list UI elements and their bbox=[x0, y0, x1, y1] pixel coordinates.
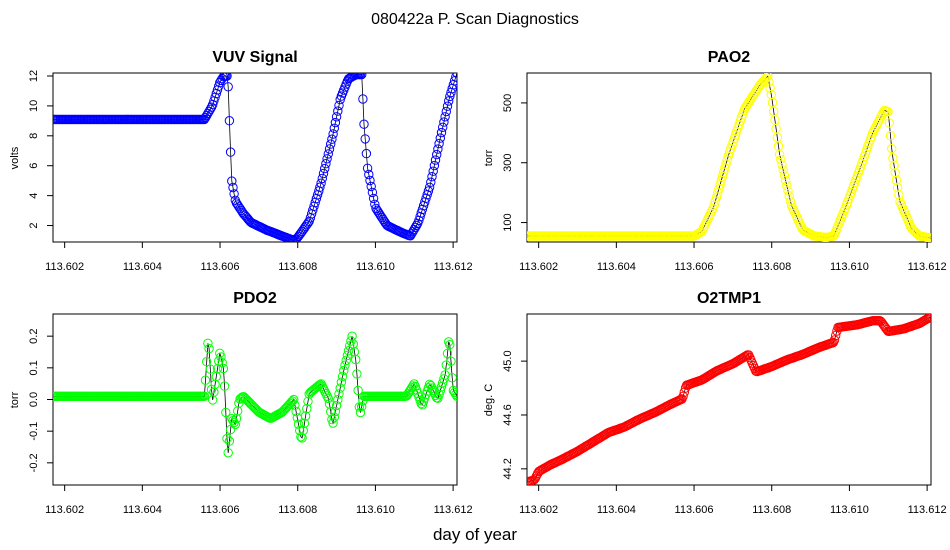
x-tick-label: 113.602 bbox=[45, 504, 84, 516]
x-tick-label: 113.604 bbox=[597, 261, 636, 273]
plot-frame bbox=[527, 73, 931, 242]
y-tick-label: 0.0 bbox=[28, 392, 40, 407]
y-tick-label: -0.2 bbox=[28, 453, 40, 472]
y-axis-label: deg. C bbox=[483, 384, 495, 416]
y-tick-label: 12 bbox=[28, 70, 40, 82]
x-axis: 113.602 113.604 113.606 113.608 113.610 113.6… bbox=[45, 485, 472, 516]
panel-pao2: PAO2 torr 113.602 113.604 113.606 113.608 11… bbox=[483, 49, 947, 273]
x-tick-label: 113.610 bbox=[830, 504, 869, 516]
y-tick-label: 0.2 bbox=[28, 329, 40, 344]
y-axis: 44.2 44.6 45.0 bbox=[502, 350, 527, 479]
figure-canvas: 080422a P. Scan Diagnostics day of year … bbox=[0, 0, 950, 550]
y-axis: 100 300 500 bbox=[502, 94, 527, 232]
y-tick-label: 4 bbox=[28, 193, 40, 199]
y-axis: 2 4 6 8 10 12 bbox=[28, 70, 53, 229]
x-tick-label: 113.606 bbox=[675, 504, 714, 516]
y-tick-label: 6 bbox=[28, 163, 40, 169]
panel-title: PAO2 bbox=[708, 49, 750, 66]
y-tick-label: 44.6 bbox=[502, 404, 514, 425]
series-line bbox=[527, 317, 931, 483]
figure-xlabel: day of year bbox=[433, 525, 517, 544]
data-series-vuv bbox=[49, 69, 461, 245]
x-tick-label: 113.612 bbox=[908, 504, 947, 516]
series-line bbox=[527, 76, 931, 238]
panel-title: VUV Signal bbox=[212, 49, 297, 66]
x-tick-label: 113.602 bbox=[519, 504, 558, 516]
y-tick-label: 0.1 bbox=[28, 360, 40, 375]
x-tick-label: 113.608 bbox=[752, 261, 791, 273]
figure-title: 080422a P. Scan Diagnostics bbox=[371, 11, 579, 28]
panel-title: PDO2 bbox=[233, 290, 277, 307]
panel-vuv-signal: VUV Signal volts 113.602 113.604 113.606 11… bbox=[9, 49, 473, 273]
y-tick-label: 300 bbox=[502, 154, 514, 172]
y-axis: -0.2 -0.1 0.0 0.1 0.2 bbox=[28, 329, 53, 473]
x-axis: 113.602 113.604 113.606 113.608 113.610 113.6… bbox=[45, 242, 472, 273]
x-axis: 113.602 113.604 113.606 113.608 113.610 113.6… bbox=[519, 485, 946, 516]
plot-frame bbox=[53, 73, 457, 242]
y-tick-label: 100 bbox=[502, 213, 514, 231]
y-axis-label: volts bbox=[9, 146, 21, 169]
y-tick-label: 2 bbox=[28, 222, 40, 228]
x-axis: 113.602 113.604 113.606 113.608 113.610 113.6… bbox=[519, 242, 946, 273]
x-tick-label: 113.612 bbox=[434, 504, 473, 516]
panel-o2tmp1: O2TMP1 deg. C 113.602 113.604 113.606 113.6… bbox=[483, 290, 947, 516]
x-tick-label: 113.602 bbox=[519, 261, 558, 273]
x-tick-label: 113.610 bbox=[356, 261, 395, 273]
series-line bbox=[53, 73, 457, 241]
x-tick-label: 113.604 bbox=[597, 504, 636, 516]
x-tick-label: 113.610 bbox=[830, 261, 869, 273]
x-tick-label: 113.608 bbox=[278, 261, 317, 273]
y-tick-label: 44.2 bbox=[502, 458, 514, 479]
data-series-o2tmp1 bbox=[523, 313, 935, 487]
x-tick-label: 113.606 bbox=[201, 504, 240, 516]
x-tick-label: 113.606 bbox=[675, 261, 714, 273]
x-tick-label: 113.610 bbox=[356, 504, 395, 516]
data-series-pao2 bbox=[523, 72, 935, 242]
plot-frame bbox=[527, 314, 931, 485]
y-tick-label: 500 bbox=[502, 94, 514, 112]
x-tick-label: 113.608 bbox=[278, 504, 317, 516]
x-tick-label: 113.612 bbox=[434, 261, 473, 273]
y-tick-label: 10 bbox=[28, 100, 40, 112]
x-tick-label: 113.612 bbox=[908, 261, 947, 273]
y-axis-label: torr bbox=[483, 149, 495, 166]
y-tick-label: 8 bbox=[28, 133, 40, 139]
panel-pdo2: PDO2 torr 113.602 113.604 113.606 113.608 11… bbox=[9, 290, 473, 516]
x-tick-label: 113.606 bbox=[201, 261, 240, 273]
y-axis-label: torr bbox=[9, 391, 21, 408]
y-tick-label: 45.0 bbox=[502, 350, 514, 371]
x-tick-label: 113.602 bbox=[45, 261, 84, 273]
x-tick-label: 113.608 bbox=[752, 504, 791, 516]
x-tick-label: 113.604 bbox=[123, 504, 162, 516]
data-series-pdo2 bbox=[49, 332, 461, 457]
panel-title: O2TMP1 bbox=[697, 290, 761, 307]
y-tick-label: -0.1 bbox=[28, 422, 40, 441]
x-tick-label: 113.604 bbox=[123, 261, 162, 273]
